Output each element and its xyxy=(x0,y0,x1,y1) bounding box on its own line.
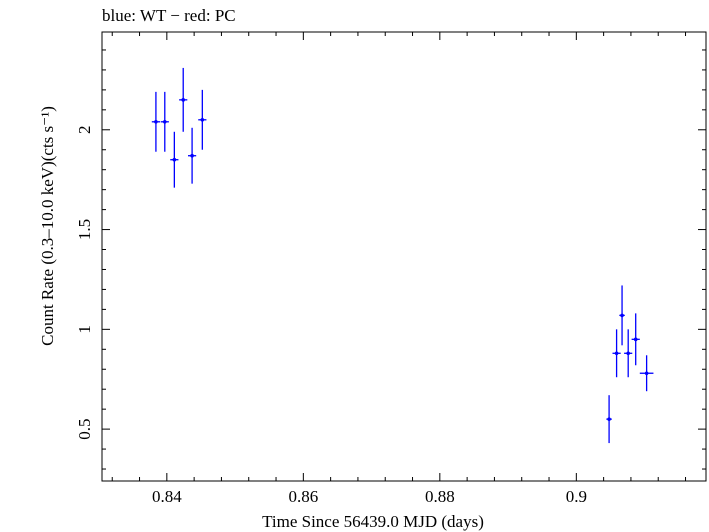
x-axis-label: Time Since 56439.0 MJD (days) xyxy=(262,512,484,531)
y-tick-label: 0.5 xyxy=(75,418,94,439)
y-axis: 0.5 1 1.5 2 xyxy=(75,49,706,470)
point-marker xyxy=(162,120,167,124)
data-point xyxy=(619,285,625,346)
data-point xyxy=(187,127,197,184)
series-layer xyxy=(151,67,654,444)
x-tick-label: 0.9 xyxy=(566,487,587,506)
y-tick-label: 1.5 xyxy=(75,219,94,240)
series-wt xyxy=(151,67,654,444)
x-axis: 0.84 0.86 0.88 0.9 xyxy=(111,32,687,506)
point-marker xyxy=(620,313,624,318)
point-marker xyxy=(190,153,194,158)
point-marker xyxy=(614,351,619,356)
point-marker xyxy=(633,337,638,342)
point-marker xyxy=(626,351,630,356)
point-marker xyxy=(644,371,649,376)
point-marker xyxy=(172,157,177,162)
data-point xyxy=(631,313,640,366)
x-tick-label: 0.88 xyxy=(425,487,455,506)
data-point xyxy=(160,91,169,152)
data-point xyxy=(612,329,621,378)
chart-title: blue: WT − red: PC xyxy=(102,6,236,25)
x-tick-label: 0.86 xyxy=(288,487,318,506)
y-axis-label: Count Rate (0.3–10.0 keV)(cts s⁻¹) xyxy=(38,106,57,346)
x-tick-label: 0.84 xyxy=(152,487,182,506)
y-tick-label: 2 xyxy=(75,126,94,135)
data-point xyxy=(606,395,612,444)
data-point xyxy=(170,131,179,188)
data-point xyxy=(151,91,161,152)
plot-frame xyxy=(101,31,707,482)
point-marker xyxy=(181,98,186,102)
data-point xyxy=(639,355,654,392)
data-point xyxy=(198,89,207,150)
point-marker xyxy=(154,120,158,124)
point-marker xyxy=(200,118,205,122)
data-point xyxy=(179,67,188,132)
data-point xyxy=(624,329,633,378)
y-tick-label: 1 xyxy=(75,325,94,334)
point-marker xyxy=(607,417,611,421)
